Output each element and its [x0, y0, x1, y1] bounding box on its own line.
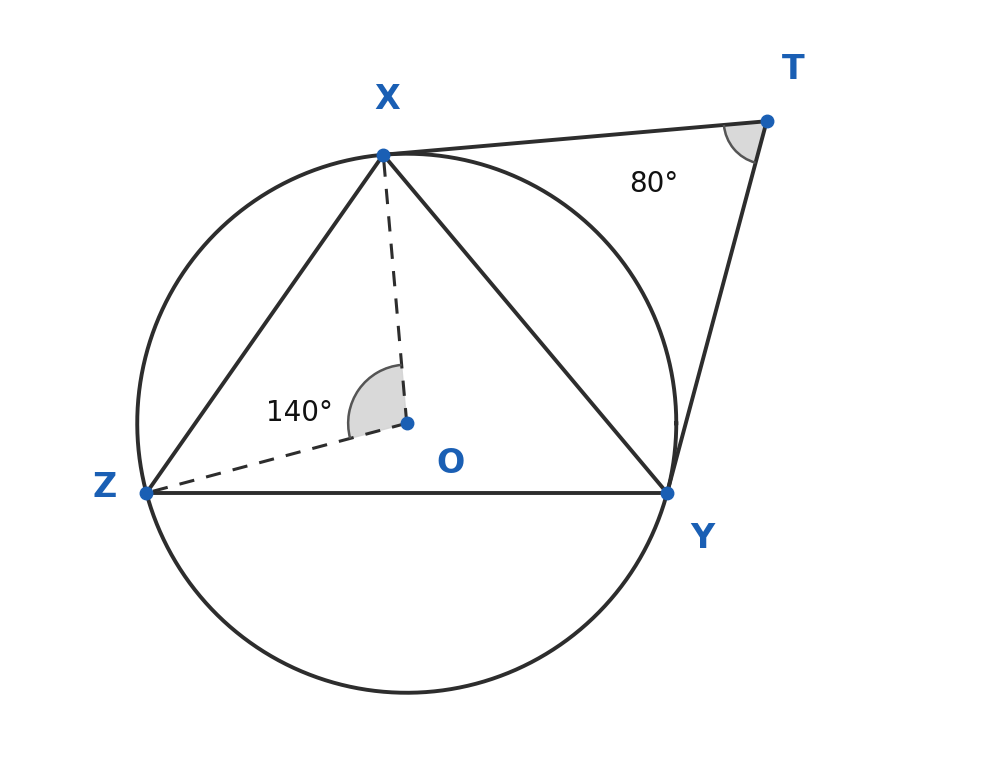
Polygon shape	[348, 365, 406, 438]
Text: T: T	[783, 53, 805, 86]
Text: Y: Y	[691, 522, 715, 555]
Text: Z: Z	[93, 470, 117, 503]
Text: O: O	[436, 447, 464, 480]
Text: X: X	[374, 82, 400, 116]
Polygon shape	[724, 122, 767, 163]
Text: 140°: 140°	[265, 400, 332, 427]
Text: 80°: 80°	[630, 170, 679, 198]
